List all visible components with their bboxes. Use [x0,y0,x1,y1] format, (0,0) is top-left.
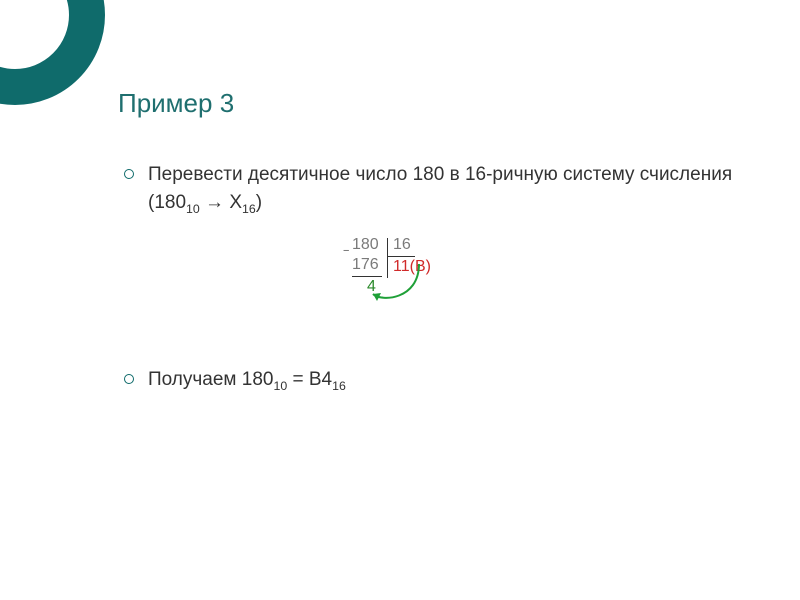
division-vline [387,238,388,278]
remainder: 4 [367,278,376,296]
b2-sub-1: 10 [273,379,287,393]
b2-text-2: = B4 [287,369,332,390]
quotient: 11(B) [393,258,431,276]
b1-text-3: ) [256,192,262,213]
b2-sub-2: 16 [332,379,346,393]
long-division: − 180 16 176 4 11(B) [343,236,513,326]
b1-text-2: → X [200,192,242,213]
minus-icon: − [343,245,349,257]
bullet-list-2: Получаем 18010 = B416 [118,366,738,396]
bullet-item-2: Получаем 18010 = B416 [118,366,738,396]
division-hline [387,256,415,257]
dividend: 180 [352,236,379,254]
slide-title: Пример 3 [118,88,738,119]
subtraction-hline [352,276,382,277]
subtrahend: 176 [352,256,379,274]
slide-content: Пример 3 Перевести десятичное число 180 … [118,88,738,414]
b1-sub-1: 10 [186,201,200,215]
b2-text-1: Получаем 180 [148,369,273,390]
b1-sub-2: 16 [242,201,256,215]
bullet-item-1: Перевести десятичное число 180 в 16-ричн… [118,161,738,218]
bullet-list: Перевести десятичное число 180 в 16-ричн… [118,161,738,218]
divisor: 16 [393,236,411,254]
